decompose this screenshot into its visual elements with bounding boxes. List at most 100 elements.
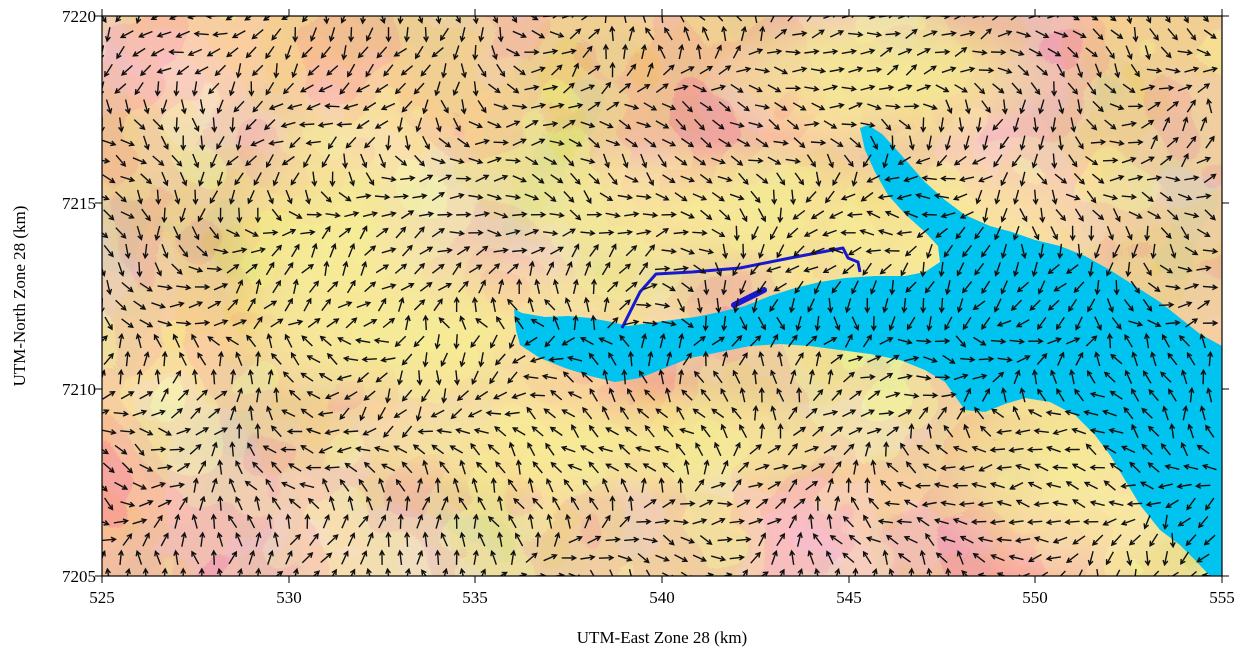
wind-arrow [513,497,525,510]
wind-arrow [810,67,827,74]
wind-arrow [497,27,504,43]
wind-arrow [1086,82,1097,96]
wind-arrow [1045,519,1061,526]
wind-arrow [471,477,478,493]
wind-arrow [1072,499,1086,509]
wind-arrow [375,227,389,238]
wind-arrow [246,334,257,348]
wind-arrow [587,535,602,544]
wind-arrow [423,27,430,43]
wind-arrow [1065,264,1079,274]
wind-arrow [994,189,1001,205]
wind-arrow [808,368,815,385]
wind-arrow [235,351,243,366]
wind-arrow [1009,338,1026,345]
wind-arrow [561,554,578,561]
wind-arrow [266,405,274,421]
wind-arrow [151,409,166,417]
wind-arrow [736,536,752,543]
wind-arrow [1147,462,1160,473]
wind-arrow [343,103,359,111]
wind-arrow [673,265,690,272]
wind-arrow [363,390,376,401]
wind-arrow [381,247,397,254]
wind-arrow [570,496,580,511]
wind-arrow [262,16,272,21]
wind-arrow [1161,333,1171,348]
wind-arrow [1202,320,1219,327]
wind-arrow [642,320,659,327]
wind-arrow [341,514,349,529]
wind-arrow [804,85,820,92]
wind-arrow [879,263,892,275]
wind-arrow [490,477,497,493]
wind-arrow [1166,136,1179,148]
wind-arrow [729,121,745,129]
wind-arrow [960,30,976,37]
wind-arrow [475,318,488,328]
wind-arrow [757,208,766,223]
wind-arrow [542,48,559,55]
wind-arrow [824,190,835,204]
wind-arrow [589,496,599,510]
wind-arrow [1197,515,1209,529]
wind-arrow [1166,100,1180,112]
wind-arrow [138,30,153,38]
wind-arrow [1121,156,1137,164]
wind-arrow [1167,571,1179,576]
wind-arrow [154,368,161,385]
wind-arrow [625,281,638,292]
wind-arrow [908,423,915,439]
wind-arrow [997,356,1013,363]
wind-arrow [216,531,224,547]
wind-arrow [700,388,711,402]
wind-arrow [511,354,526,364]
wind-arrow [1033,536,1049,543]
wind-arrow [395,226,407,239]
wind-arrow [228,550,238,565]
wind-arrow [102,16,107,24]
wind-arrow [1110,29,1124,40]
wind-arrow [738,172,749,186]
wind-arrow [435,117,442,133]
wind-arrow [926,423,933,439]
water-body [514,125,1222,576]
wind-arrow [1087,261,1094,278]
wind-arrow [841,48,858,55]
wind-arrow [938,117,945,133]
wind-arrow [160,135,169,150]
wind-arrow [867,355,882,363]
wind-arrow [235,496,243,511]
wind-arrow [941,30,957,37]
wind-arrow [380,16,386,25]
wind-arrow [397,296,405,312]
wind-arrow [169,446,186,453]
wind-arrow [717,536,733,543]
wind-arrow [506,263,519,275]
wind-arrow [439,27,449,42]
wind-arrow [1088,225,1095,242]
wind-arrow [926,316,933,332]
wind-arrow [364,245,377,256]
wind-arrow [692,193,708,201]
wind-arrow [467,409,482,418]
wind-arrow [1165,176,1181,183]
wind-arrow [1110,534,1122,547]
wind-arrow [826,550,834,565]
wind-arrow [191,550,200,565]
wind-arrow [643,389,656,401]
wind-arrow [318,445,333,454]
wind-arrow [285,550,293,565]
wind-arrow [826,153,834,169]
wind-arrow [487,515,500,528]
wind-arrow [822,264,837,273]
wind-arrow [301,551,314,564]
wind-arrow [1106,298,1114,313]
wind-arrow [1016,355,1031,363]
wind-arrow [714,441,722,457]
wind-arrow [718,209,731,221]
wind-arrow [375,372,388,383]
wind-arrow [226,229,241,237]
wind-arrow [1000,243,1008,260]
wind-arrow [527,477,534,493]
